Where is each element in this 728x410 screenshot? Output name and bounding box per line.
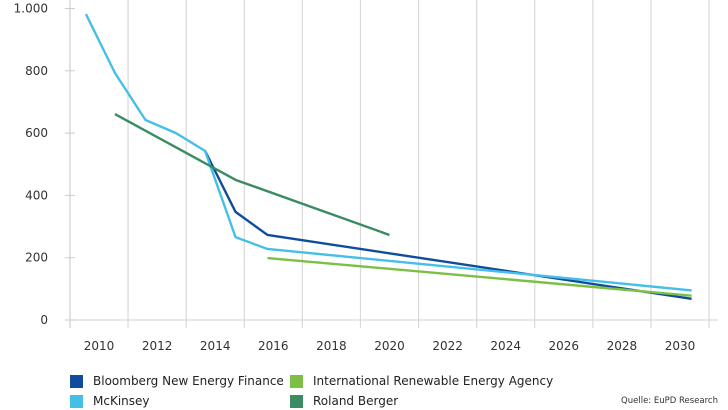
legend-item-roland-berger: Roland Berger <box>290 394 398 408</box>
y-tick-label: 800 <box>25 64 48 78</box>
series-line-mckinsey <box>84 13 692 292</box>
y-tick-label: 200 <box>25 251 48 265</box>
x-tick-label: 2012 <box>142 339 173 353</box>
x-tick-label: 2026 <box>549 339 580 353</box>
legend-label: International Renewable Energy Agency <box>313 374 554 388</box>
legend-item-mckinsey: McKinsey <box>70 394 150 408</box>
y-tick-label: 0 <box>40 313 48 327</box>
legend-swatch <box>70 394 83 408</box>
x-tick-label: 2024 <box>490 339 521 353</box>
y-tick-label: 400 <box>25 188 48 202</box>
series-line-international-renewable-energy-agency <box>267 256 692 297</box>
x-tick-label: 2018 <box>316 339 347 353</box>
legend-item-bloomberg: Bloomberg New Energy Finance <box>70 374 284 388</box>
x-tick-label: 2016 <box>258 339 289 353</box>
y-tick-label: 1.000 <box>14 2 48 16</box>
legend-item-irena: International Renewable Energy Agency <box>290 374 553 388</box>
x-tick-label: 2030 <box>665 339 696 353</box>
x-tick-label: 2022 <box>432 339 463 353</box>
legend-label: McKinsey <box>93 394 150 408</box>
y-tick-label: 600 <box>25 126 48 140</box>
legend-label: Bloomberg New Energy Finance <box>93 374 284 388</box>
legend-label: Roland Berger <box>313 394 399 408</box>
x-tick-label: 2020 <box>374 339 405 353</box>
x-tick-label: 2014 <box>200 339 231 353</box>
legend-swatch <box>70 374 83 388</box>
series-line-roland-berger <box>114 113 390 237</box>
legend-swatch <box>290 394 303 408</box>
x-tick-label: 2028 <box>607 339 638 353</box>
legend-swatch <box>290 374 303 388</box>
line-chart: 0 200 400 600 800 1.000 2010 2012 2014 2016 2018 20… <box>14 0 718 353</box>
x-tick-label: 2010 <box>84 339 115 353</box>
source-note: Quelle: EuPD Research <box>621 396 718 406</box>
series-line-bloomberg-new-energy-finance <box>203 150 692 301</box>
